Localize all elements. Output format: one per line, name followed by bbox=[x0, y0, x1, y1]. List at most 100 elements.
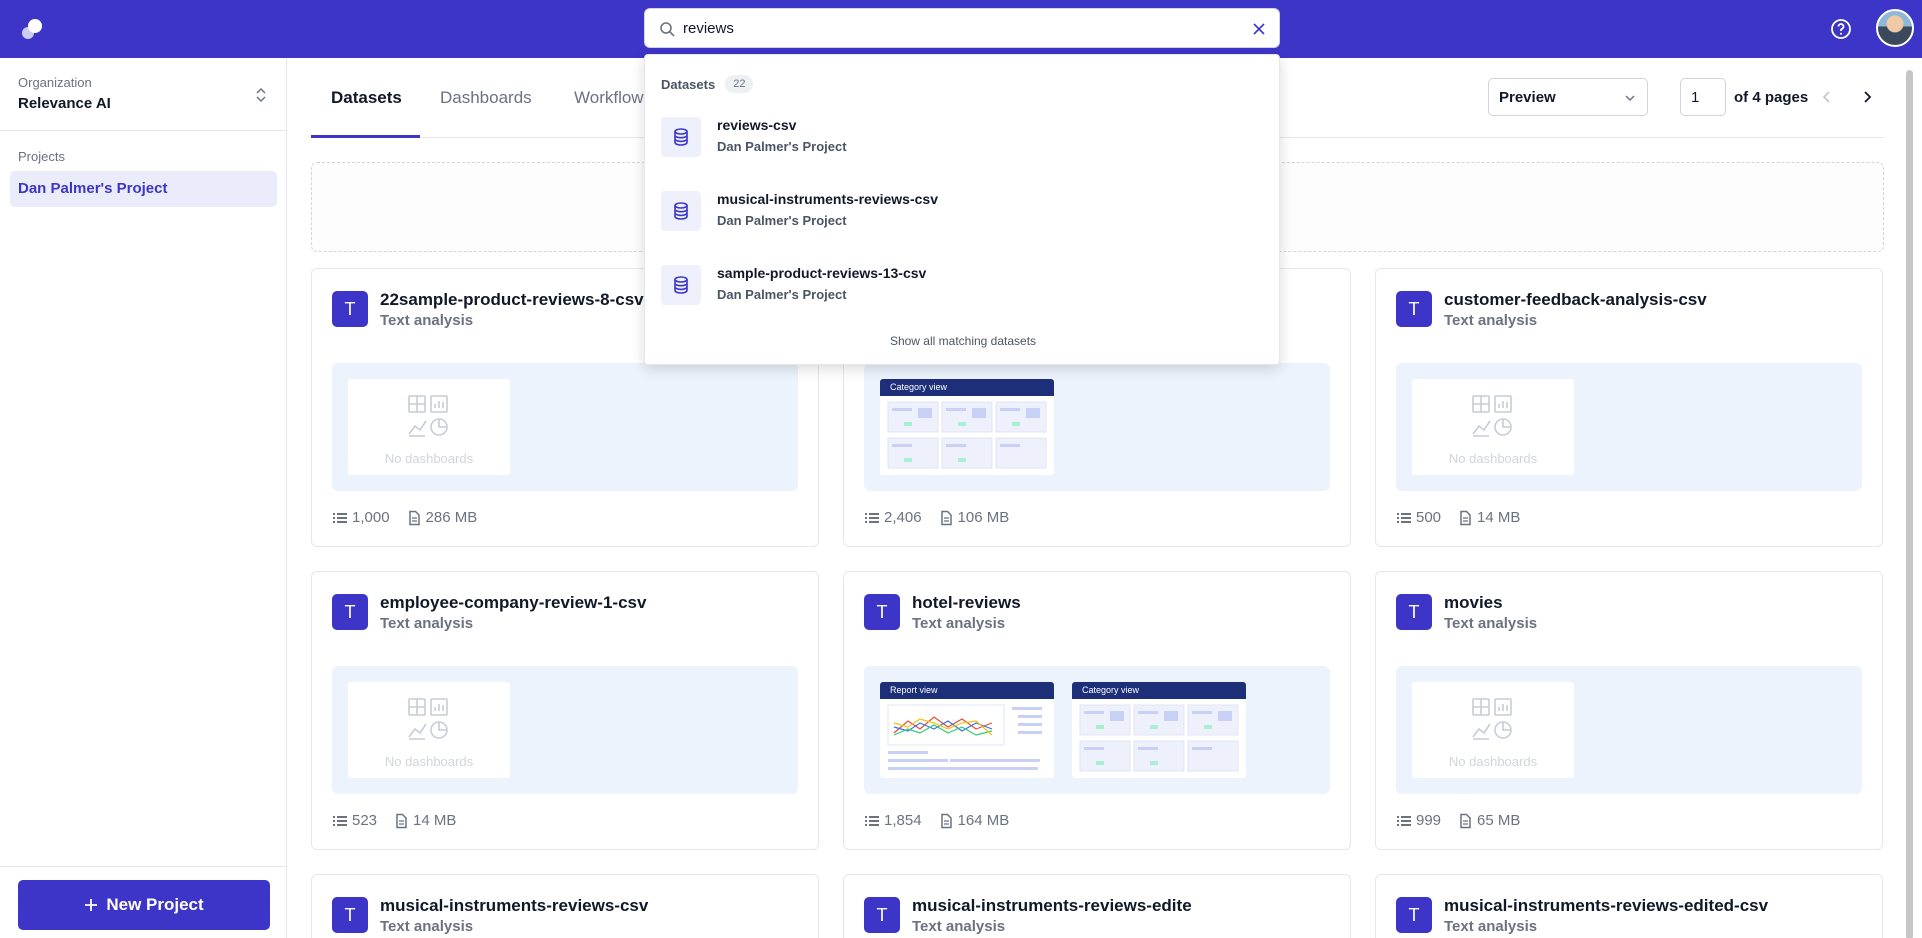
clear-search-icon[interactable] bbox=[1251, 21, 1267, 37]
dataset-type-badge: T bbox=[1396, 594, 1432, 630]
page-number-input[interactable] bbox=[1680, 78, 1726, 116]
sidebar-divider bbox=[0, 866, 286, 867]
dataset-title[interactable]: musical-instruments-reviews-edite bbox=[912, 896, 1192, 915]
new-project-button[interactable]: New Project bbox=[18, 880, 270, 930]
file-icon bbox=[393, 813, 409, 829]
search-icon bbox=[660, 22, 675, 37]
search-input[interactable] bbox=[683, 9, 1223, 47]
organization-name[interactable]: Relevance AI bbox=[18, 95, 111, 112]
dataset-subtitle: Text analysis bbox=[380, 615, 474, 632]
tab-dashboards[interactable]: Dashboards bbox=[440, 88, 532, 107]
dataset-title[interactable]: musical-instruments-reviews-edited-csv bbox=[1444, 896, 1769, 915]
dataset-title[interactable]: hotel-reviews bbox=[912, 593, 1021, 612]
page-count-label: of 4 pages bbox=[1734, 89, 1809, 106]
dashboard-preview[interactable]: Report view Category view bbox=[864, 666, 1330, 794]
database-icon bbox=[673, 202, 689, 220]
dataset-icon-box bbox=[661, 117, 701, 157]
dataset-card[interactable]: T musical-instruments-reviews-csv Text a… bbox=[311, 874, 819, 938]
search-result-item[interactable]: sample-product-reviews-13-csv Dan Palmer… bbox=[661, 263, 1261, 307]
list-icon bbox=[332, 510, 348, 526]
view-mode-value: Preview bbox=[1499, 89, 1556, 106]
file-size: 65 MB bbox=[1477, 812, 1521, 829]
dashboard-preview[interactable]: No dashboards bbox=[1396, 666, 1862, 794]
list-icon bbox=[332, 813, 348, 829]
file-icon bbox=[938, 813, 954, 829]
category-view-thumbnail[interactable]: Category view bbox=[880, 379, 1054, 475]
chevron-right-icon[interactable] bbox=[1858, 88, 1876, 106]
dashboard-placeholder-icon bbox=[1471, 394, 1515, 438]
row-count: 1,000 bbox=[352, 509, 390, 526]
dataset-title[interactable]: customer-feedback-analysis-csv bbox=[1444, 290, 1707, 309]
thumbnail-header: Category view bbox=[1072, 682, 1246, 699]
dashboard-preview[interactable]: No dashboards bbox=[332, 666, 798, 794]
scrollbar-thumb[interactable] bbox=[1906, 70, 1913, 938]
no-dashboards-placeholder: No dashboards bbox=[348, 682, 510, 778]
no-dashboards-text: No dashboards bbox=[384, 754, 474, 769]
row-count: 500 bbox=[1416, 509, 1442, 526]
dataset-title[interactable]: 22sample-product-reviews-8-csv bbox=[380, 290, 644, 309]
file-size: 14 MB bbox=[413, 812, 457, 829]
row-count: 1,854 bbox=[884, 812, 922, 829]
dataset-title[interactable]: movies bbox=[1444, 593, 1503, 612]
search-result-item[interactable]: reviews-csv Dan Palmer's Project bbox=[661, 115, 1261, 159]
dataset-title[interactable]: musical-instruments-reviews-csv bbox=[380, 896, 649, 915]
dataset-subtitle: Text analysis bbox=[912, 615, 1006, 632]
dataset-title[interactable]: employee-company-review-1-csv bbox=[380, 593, 647, 612]
results-section-header: Datasets 22 bbox=[661, 75, 754, 93]
dashboard-preview[interactable]: No dashboards bbox=[1396, 363, 1862, 491]
help-icon[interactable] bbox=[1830, 18, 1852, 40]
search-bar[interactable] bbox=[644, 8, 1280, 48]
row-count: 523 bbox=[352, 812, 378, 829]
dashboard-preview[interactable]: No dashboards bbox=[332, 363, 798, 491]
organization-label: Organization bbox=[18, 75, 92, 90]
dataset-card[interactable]: T movies Text analysis No dashboards 999… bbox=[1375, 571, 1883, 850]
dataset-card[interactable]: T employee-company-review-1-csv Text ana… bbox=[311, 571, 819, 850]
dataset-card[interactable]: T customer-feedback-analysis-csv Text an… bbox=[1375, 268, 1883, 547]
dashboard-preview[interactable]: Category view bbox=[864, 363, 1330, 491]
results-count-badge: 22 bbox=[725, 75, 754, 93]
chevron-up-down-icon[interactable] bbox=[254, 86, 268, 104]
dataset-type-badge: T bbox=[864, 594, 900, 630]
report-view-thumbnail[interactable]: Report view bbox=[880, 682, 1054, 778]
dashboard-placeholder-icon bbox=[1471, 697, 1515, 741]
view-mode-select[interactable]: Preview bbox=[1488, 78, 1648, 116]
user-avatar[interactable] bbox=[1876, 9, 1914, 47]
file-icon bbox=[406, 510, 422, 526]
file-size: 106 MB bbox=[957, 509, 1010, 526]
dataset-subtitle: Text analysis bbox=[380, 312, 474, 329]
file-icon bbox=[1457, 510, 1473, 526]
list-icon bbox=[1396, 813, 1412, 829]
show-all-results-link[interactable]: Show all matching datasets bbox=[889, 334, 1037, 348]
result-dataset-name: reviews-csv bbox=[717, 117, 797, 133]
dashboard-placeholder-icon bbox=[407, 394, 451, 438]
no-dashboards-text: No dashboards bbox=[1448, 754, 1538, 769]
page-scrollbar[interactable] bbox=[1904, 62, 1914, 938]
new-project-label: New Project bbox=[106, 895, 204, 914]
dataset-stats: 1,854 164 MB bbox=[864, 812, 1009, 829]
dataset-subtitle: Text analysis bbox=[1444, 312, 1538, 329]
relevance-logo-icon[interactable] bbox=[20, 17, 44, 41]
list-icon bbox=[1396, 510, 1412, 526]
dataset-type-badge: T bbox=[332, 594, 368, 630]
sidebar-divider bbox=[0, 130, 286, 131]
sidebar-item-project[interactable]: Dan Palmer's Project bbox=[10, 171, 277, 207]
no-dashboards-placeholder: No dashboards bbox=[1412, 379, 1574, 475]
report-view-graphic bbox=[887, 704, 1042, 770]
thumbnail-header: Category view bbox=[880, 379, 1054, 396]
dataset-card[interactable]: T hotel-reviews Text analysis Report vie… bbox=[843, 571, 1351, 850]
row-count: 999 bbox=[1416, 812, 1442, 829]
dataset-card[interactable]: T musical-instruments-reviews-edite Text… bbox=[843, 874, 1351, 938]
dataset-card[interactable]: T musical-instruments-reviews-edited-csv… bbox=[1375, 874, 1883, 938]
dashboard-placeholder-icon bbox=[407, 697, 451, 741]
dataset-type-badge: T bbox=[1396, 897, 1432, 933]
dataset-type-badge: T bbox=[864, 897, 900, 933]
dataset-card[interactable]: T 22sample-product-reviews-8-csv Text an… bbox=[311, 268, 819, 547]
category-view-thumbnail[interactable]: Category view bbox=[1072, 682, 1246, 778]
dataset-type-badge: T bbox=[332, 897, 368, 933]
search-result-item[interactable]: musical-instruments-reviews-csv Dan Palm… bbox=[661, 189, 1261, 233]
search-results-dropdown: Datasets 22 reviews-csv Dan Palmer's Pro… bbox=[644, 54, 1280, 365]
no-dashboards-text: No dashboards bbox=[1448, 451, 1538, 466]
tab-workflows[interactable]: Workflows bbox=[574, 88, 653, 107]
tab-datasets[interactable]: Datasets bbox=[331, 88, 402, 107]
chevron-left-icon[interactable] bbox=[1818, 88, 1836, 106]
